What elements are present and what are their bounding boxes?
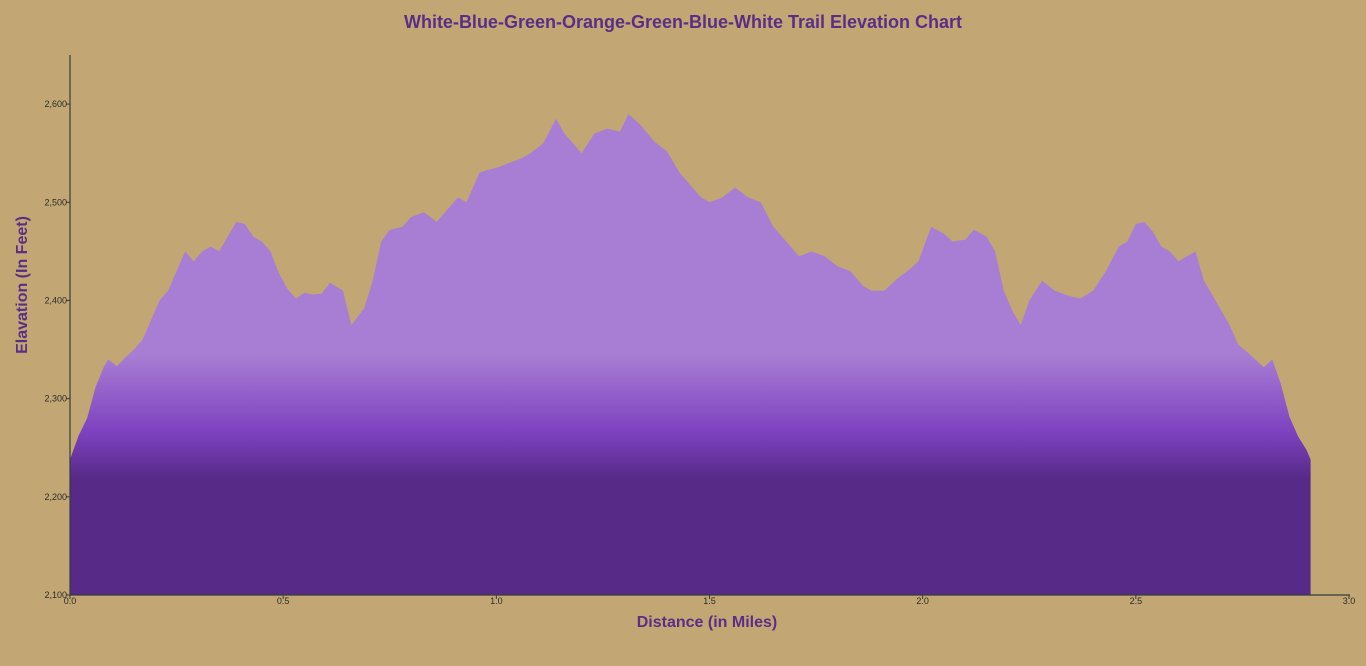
- elevation-area-series: [70, 113, 1311, 596]
- x-tick-label: 0.0: [64, 596, 77, 606]
- x-tick-label: 1.0: [490, 596, 503, 606]
- x-axis-ticks: 0.0 0.5 1.0 1.5 2.0 2.5 3.0: [64, 595, 1356, 606]
- y-tick-label: 2,400: [44, 295, 67, 305]
- x-tick-label: 0.5: [277, 596, 290, 606]
- y-tick-label: 2,300: [44, 394, 67, 404]
- y-tick-label: 2,100: [44, 590, 67, 600]
- chart-title: White-Blue-Green-Orange-Green-Blue-White…: [404, 12, 962, 32]
- y-tick-label: 2,600: [44, 99, 67, 109]
- x-tick-label: 2.0: [916, 596, 929, 606]
- x-tick-label: 3.0: [1343, 596, 1356, 606]
- x-tick-label: 2.5: [1130, 596, 1143, 606]
- x-tick-label: 1.5: [703, 596, 716, 606]
- y-tick-label: 2,200: [44, 492, 67, 502]
- y-axis-label: Elavation (In Feet): [14, 216, 31, 354]
- x-axis-label: Distance (in Miles): [637, 614, 777, 631]
- y-axis-ticks: 2,100 2,200 2,300 2,400 2,500 2,600: [44, 99, 70, 600]
- plot-area: [70, 113, 1311, 596]
- y-tick-label: 2,500: [44, 197, 67, 207]
